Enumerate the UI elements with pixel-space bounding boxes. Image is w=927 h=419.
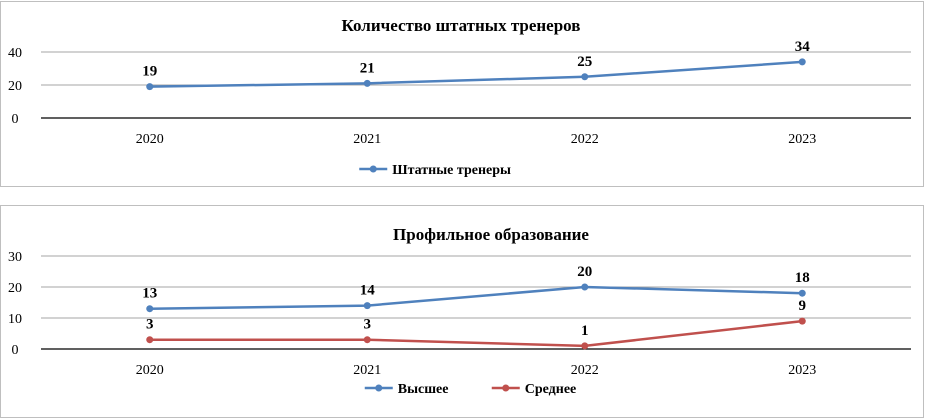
data-point [363,79,371,87]
series-line [149,60,803,88]
series-line [149,285,803,310]
data-point [581,342,589,350]
x-tick-label: 2023 [788,132,816,147]
x-tick-label: 2022 [571,363,599,378]
legend-label: Высшее [398,382,449,397]
data-point [798,289,806,297]
chart-title: Количество штатных тренеров [342,16,581,35]
chart-education-svg: Профильное образование 0 10 20 30 2020 2021 20… [8,225,911,397]
data-point [798,58,806,66]
data-label: 25 [577,54,592,70]
y-tick-label: 20 [8,79,22,94]
data-label: 20 [577,264,592,280]
x-tick-label: 2020 [136,132,164,147]
legend-marker-point [502,384,510,392]
data-label: 14 [360,283,376,299]
x-tick-label: 2023 [788,363,816,378]
chart-trainers-svg: Количество штатных тренеров 0 20 40 2020 202… [8,16,911,178]
x-tick-label: 2022 [571,132,599,147]
legend-label: Штатные тренеры [392,163,511,178]
legend-marker-point [369,165,377,173]
x-tick-label: 2021 [353,363,381,378]
data-point [798,317,806,325]
legend-marker-point [375,384,383,392]
data-label: 21 [360,60,375,76]
y-tick-label: 20 [8,281,22,296]
y-tick-label: 0 [12,343,19,358]
data-point [146,83,154,91]
data-point [581,73,589,81]
data-point [363,302,371,310]
y-tick-label: 10 [8,312,22,327]
y-tick-label: 40 [8,46,22,61]
y-tick-label: 30 [8,250,22,265]
data-label: 3 [364,317,372,333]
chart-panel-education: Профильное образование 0 10 20 30 2020 2021 20… [0,205,924,418]
data-label: 34 [795,39,811,55]
x-tick-label: 2021 [353,132,381,147]
data-point [581,283,589,291]
data-point [146,336,154,344]
data-label: 13 [142,286,157,302]
data-label: 3 [146,317,154,333]
legend-label: Среднее [525,382,577,397]
x-tick-label: 2020 [136,363,164,378]
y-tick-label: 0 [12,112,19,127]
data-label: 19 [142,64,157,80]
chart-panel-trainers: Количество штатных тренеров 0 20 40 2020 202… [0,1,924,187]
data-label: 9 [799,298,807,314]
data-label: 1 [581,323,589,339]
series-line [149,319,803,348]
data-label: 18 [795,270,810,286]
chart-title: Профильное образование [393,225,589,244]
data-point [363,336,371,344]
data-point [146,305,154,313]
